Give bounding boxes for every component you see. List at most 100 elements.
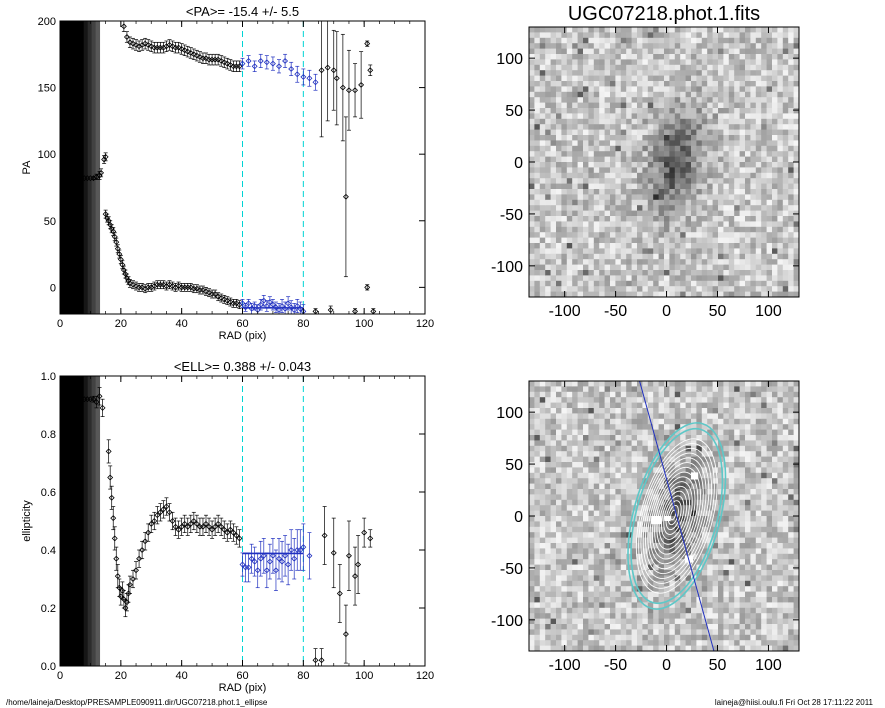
image-pixel [539,75,546,82]
data-point [119,587,126,594]
image-pixel [658,275,665,282]
image-pixel [561,48,568,55]
plot-area [60,21,377,314]
image-pixel [685,91,692,98]
image-pixel [701,118,708,125]
x-tick-label: 40 [176,670,188,682]
image-pixel [793,81,799,87]
image-pixel [577,467,584,474]
image-pixel [539,537,546,544]
image-pixel [545,291,551,297]
image-pixel [577,575,584,582]
image-pixel [637,135,643,141]
image-pixel [593,221,600,228]
image-pixel [604,510,611,517]
image-pixel [539,194,546,201]
image-pixel [561,37,568,44]
image-pixel [620,156,627,163]
image-pixel [545,418,551,425]
image-pixel [556,435,562,441]
image-pixel [620,86,627,93]
image-pixel [539,124,546,130]
image-pixel [556,280,562,287]
image-pixel [669,97,676,103]
image-pixel [664,537,670,544]
image-pixel [577,462,584,468]
image-pixel [534,108,541,114]
image-pixel [696,37,703,44]
image-pixel [712,43,719,49]
image-pixel [712,86,719,93]
image-pixel [707,97,713,103]
image-pixel [620,602,627,609]
image-pixel [750,264,757,271]
image-pixel [777,162,784,168]
image-pixel [620,264,627,271]
image-pixel [550,145,557,152]
image-pixel [669,205,676,211]
data-point [178,46,185,52]
image-pixel [599,391,605,398]
image-pixel [680,124,686,130]
image-pixel [728,280,735,287]
image-pixel [561,59,568,66]
image-pixel [556,586,562,592]
image-pixel [620,243,627,249]
image-pixel [539,570,546,576]
image-pixel [545,27,551,33]
image-pixel [593,253,600,260]
image-pixel [599,381,605,387]
image-pixel [793,64,799,71]
image-pixel [658,43,665,49]
x-tick-label: -100 [549,303,581,320]
image-pixel [712,226,719,233]
image-pixel [529,280,535,287]
image-pixel [788,194,794,201]
image-pixel [793,156,799,163]
image-pixel [572,575,578,582]
image-pixel [642,118,649,125]
image-pixel [750,129,757,136]
image-pixel [566,264,573,271]
image-pixel [658,591,665,598]
image-pixel [631,270,638,276]
image-pixel [718,113,724,120]
image-pixel [583,280,589,287]
image-pixel [642,205,649,211]
image-pixel [664,64,670,71]
image-pixel [642,162,649,168]
image-pixel [572,472,578,479]
image-pixel [712,259,719,265]
image-pixel [566,624,573,630]
image-pixel [642,526,649,533]
image-pixel [572,189,578,195]
image-pixel [777,59,784,66]
image-pixel [658,564,665,571]
image-pixel [593,232,600,238]
image-pixel [728,275,735,282]
image-pixel [766,135,773,141]
image-pixel [620,618,627,625]
image-pixel [539,264,546,271]
image-pixel [577,156,584,163]
x-tick-label: 80 [297,670,309,682]
data-point [122,271,129,278]
image-pixel [669,237,676,244]
image-pixel [658,499,665,506]
image-pixel [637,156,643,163]
image-pixel [718,172,724,179]
image-pixel [750,75,757,82]
image-pixel [761,167,767,174]
image-pixel [529,537,535,544]
image-pixel [599,135,605,141]
image-pixel [620,70,627,76]
image-pixel [755,237,762,244]
image-pixel [712,253,719,260]
image-pixel [761,205,767,211]
image-pixel [561,391,568,398]
image-pixel [572,591,578,598]
image-pixel [685,54,692,60]
image-pixel [755,183,762,190]
data-point [172,523,179,530]
